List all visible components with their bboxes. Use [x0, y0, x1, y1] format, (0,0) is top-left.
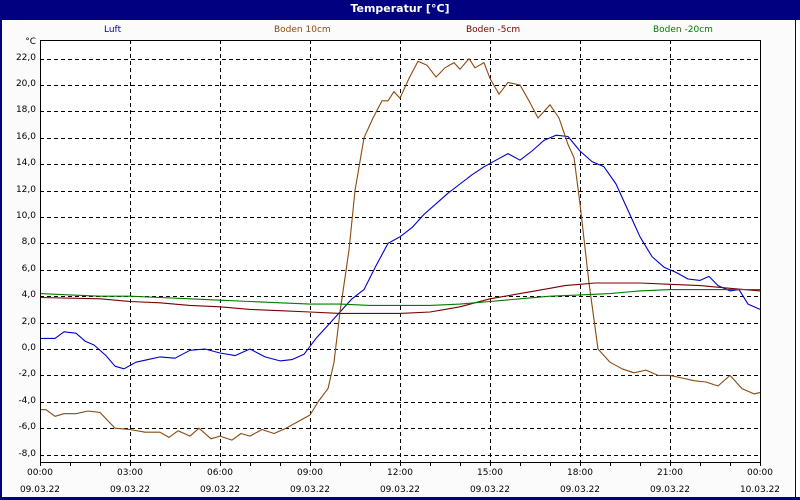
- x-tick-time: 21:00: [657, 468, 683, 478]
- y-tick-label: 12,0: [15, 184, 36, 195]
- series-line-boden-5cm: [39, 282, 761, 314]
- y-tick-label: -2,0: [18, 369, 36, 380]
- y-tick-label: 0,0: [21, 343, 36, 353]
- x-tick-label: 21:00 09.03.22: [640, 467, 700, 497]
- y-axis-unit: °C: [25, 37, 36, 47]
- y-tick-label: 10,0: [15, 211, 36, 221]
- y-tick-label: 18,0: [15, 105, 36, 116]
- series-line-luft: [40, 134, 761, 370]
- x-tick-time: 00:00: [747, 468, 773, 478]
- x-tick-date: 09.03.22: [649, 485, 691, 495]
- x-tick-label: 12:00 09.03.22: [370, 467, 430, 497]
- window-title: Temperatur [°C]: [0, 0, 800, 20]
- x-tick-label: 15:00 09.03.22: [460, 467, 520, 497]
- y-tick-label: -6,0: [18, 422, 36, 433]
- series-line-boden-20cm: [39, 289, 760, 306]
- y-tick-label: 6,0: [21, 263, 36, 274]
- y-tick-label: -4,0: [18, 395, 36, 406]
- y-tick-label: -8,0: [18, 448, 36, 459]
- x-tick-date: 09.03.22: [379, 485, 421, 495]
- legend-item: Boden 10cm: [274, 25, 331, 35]
- x-tick-date: 10.03.22: [739, 485, 781, 495]
- window-frame-right: [795, 20, 800, 500]
- x-tick-time: 15:00: [477, 468, 503, 478]
- y-tick-label: 8,0: [21, 237, 36, 248]
- x-tick-label: 00:00 10.03.22: [730, 467, 790, 497]
- legend-item: Boden -20cm: [653, 25, 713, 35]
- plot-border: [40, 40, 761, 463]
- x-tick-date: 09.03.22: [109, 485, 151, 495]
- legend-item: Luft: [104, 25, 122, 35]
- x-tick-label: 03:00 09.03.22: [100, 467, 160, 497]
- y-tick-label: 4,0: [21, 290, 36, 301]
- x-tick-time: 00:00: [27, 468, 53, 478]
- x-tick-date: 09.03.22: [469, 485, 511, 495]
- series-line-boden-10cm: [40, 58, 761, 441]
- x-tick-date: 09.03.22: [289, 485, 331, 495]
- y-tick-label: 14,0: [15, 158, 36, 169]
- x-tick-label: 06:00 09.03.22: [190, 467, 250, 497]
- x-tick-time: 09:00: [297, 468, 323, 478]
- x-tick-label: 09:00 09.03.22: [280, 467, 340, 497]
- window-frame-bottom: [0, 497, 800, 500]
- y-tick-label: 16,0: [15, 131, 36, 142]
- x-tick-date: 09.03.22: [199, 485, 241, 495]
- x-tick-label: 00:00 09.03.22: [10, 467, 70, 497]
- window-frame-left: [0, 20, 2, 500]
- x-tick-time: 12:00: [387, 468, 413, 478]
- y-tick-label: 22,0: [15, 52, 36, 63]
- x-tick-date: 09.03.22: [19, 485, 61, 495]
- x-tick-time: 18:00: [567, 468, 593, 478]
- x-tick-date: 09.03.22: [559, 485, 601, 495]
- y-tick-label: 2,0: [21, 316, 36, 327]
- y-tick-label: 20,0: [15, 79, 36, 89]
- x-tick-time: 06:00: [207, 468, 233, 478]
- x-tick-label: 18:00 09.03.22: [550, 467, 610, 497]
- x-tick-time: 03:00: [117, 468, 143, 478]
- legend-item: Boden -5cm: [466, 25, 521, 35]
